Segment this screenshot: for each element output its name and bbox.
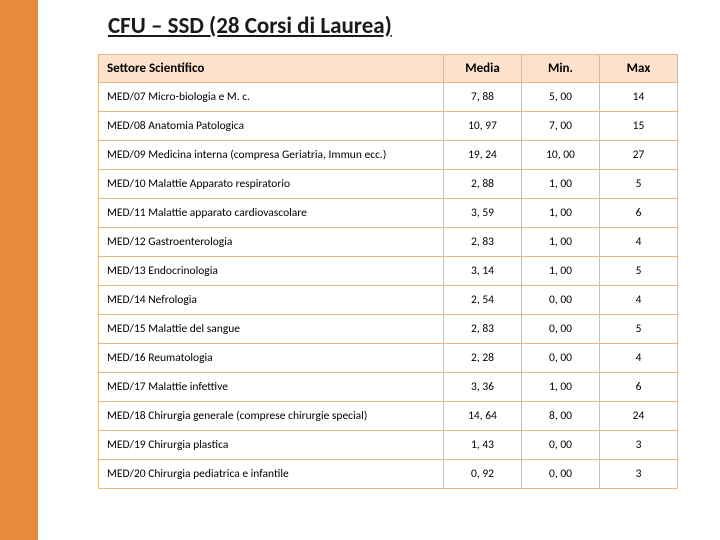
cell-max: 5 [600, 315, 678, 344]
cell-min: 1, 00 [522, 228, 600, 257]
cell-sector: MED/08 Anatomia Patologica [99, 112, 444, 141]
cell-media: 3, 14 [444, 257, 522, 286]
table-row: MED/10 Malattie Apparato respiratorio2, … [99, 170, 678, 199]
left-accent-sidebar [0, 0, 38, 540]
table-row: MED/08 Anatomia Patologica10, 977, 0015 [99, 112, 678, 141]
table-row: MED/14 Nefrologia2, 540, 004 [99, 286, 678, 315]
cell-min: 8, 00 [522, 402, 600, 431]
cell-min: 0, 00 [522, 315, 600, 344]
col-header-max: Max [600, 55, 678, 83]
table-row: MED/07 Micro-biologia e M. c.7, 885, 001… [99, 83, 678, 112]
cell-media: 0, 92 [444, 460, 522, 489]
cell-sector: MED/20 Chirurgia pediatrica e infantile [99, 460, 444, 489]
cell-min: 0, 00 [522, 286, 600, 315]
cell-min: 0, 00 [522, 431, 600, 460]
cell-max: 6 [600, 373, 678, 402]
table-header-row: Settore Scientifico Media Min. Max [99, 55, 678, 83]
cell-max: 15 [600, 112, 678, 141]
cell-max: 6 [600, 199, 678, 228]
page-title: CFU – SSD (28 Corsi di Laurea) [108, 12, 696, 40]
table-row: MED/11 Malattie apparato cardiovascolare… [99, 199, 678, 228]
cell-sector: MED/07 Micro-biologia e M. c. [99, 83, 444, 112]
slide-content: CFU – SSD (28 Corsi di Laurea) Settore S… [38, 0, 720, 501]
cell-max: 3 [600, 431, 678, 460]
table-row: MED/16 Reumatologia2, 280, 004 [99, 344, 678, 373]
cell-media: 2, 83 [444, 315, 522, 344]
cell-min: 7, 00 [522, 112, 600, 141]
cell-media: 2, 83 [444, 228, 522, 257]
cell-sector: MED/19 Chirurgia plastica [99, 431, 444, 460]
cell-max: 24 [600, 402, 678, 431]
cell-sector: MED/11 Malattie apparato cardiovascolare [99, 199, 444, 228]
cell-sector: MED/18 Chirurgia generale (comprese chir… [99, 402, 444, 431]
cell-sector: MED/15 Malattie del sangue [99, 315, 444, 344]
table-row: MED/09 Medicina interna (compresa Geriat… [99, 141, 678, 170]
cell-min: 0, 00 [522, 460, 600, 489]
table-row: MED/12 Gastroenterologia2, 831, 004 [99, 228, 678, 257]
cell-sector: MED/14 Nefrologia [99, 286, 444, 315]
cell-max: 4 [600, 344, 678, 373]
table-row: MED/13 Endocrinologia3, 141, 005 [99, 257, 678, 286]
cell-sector: MED/13 Endocrinologia [99, 257, 444, 286]
col-header-sector: Settore Scientifico [99, 55, 444, 83]
cell-sector: MED/17 Malattie infettive [99, 373, 444, 402]
cell-min: 1, 00 [522, 170, 600, 199]
cell-max: 5 [600, 257, 678, 286]
table-row: MED/17 Malattie infettive3, 361, 006 [99, 373, 678, 402]
cell-max: 14 [600, 83, 678, 112]
table-row: MED/15 Malattie del sangue2, 830, 005 [99, 315, 678, 344]
cell-max: 5 [600, 170, 678, 199]
cell-min: 5, 00 [522, 83, 600, 112]
cell-min: 1, 00 [522, 257, 600, 286]
cell-sector: MED/12 Gastroenterologia [99, 228, 444, 257]
cell-max: 4 [600, 286, 678, 315]
cell-media: 10, 97 [444, 112, 522, 141]
cell-media: 7, 88 [444, 83, 522, 112]
table-body: MED/07 Micro-biologia e M. c.7, 885, 001… [99, 83, 678, 489]
cell-sector: MED/09 Medicina interna (compresa Geriat… [99, 141, 444, 170]
cell-max: 3 [600, 460, 678, 489]
cell-min: 1, 00 [522, 373, 600, 402]
cell-max: 27 [600, 141, 678, 170]
cell-sector: MED/16 Reumatologia [99, 344, 444, 373]
cell-media: 2, 88 [444, 170, 522, 199]
cell-media: 2, 54 [444, 286, 522, 315]
cfu-ssd-table: Settore Scientifico Media Min. Max MED/0… [98, 54, 678, 489]
cell-media: 2, 28 [444, 344, 522, 373]
cell-min: 0, 00 [522, 344, 600, 373]
cell-max: 4 [600, 228, 678, 257]
cell-media: 1, 43 [444, 431, 522, 460]
table-row: MED/19 Chirurgia plastica1, 430, 003 [99, 431, 678, 460]
table-row: MED/20 Chirurgia pediatrica e infantile0… [99, 460, 678, 489]
cell-sector: MED/10 Malattie Apparato respiratorio [99, 170, 444, 199]
cell-min: 1, 00 [522, 199, 600, 228]
col-header-min: Min. [522, 55, 600, 83]
col-header-media: Media [444, 55, 522, 83]
cell-media: 3, 36 [444, 373, 522, 402]
cell-media: 14, 64 [444, 402, 522, 431]
table-row: MED/18 Chirurgia generale (comprese chir… [99, 402, 678, 431]
cell-media: 19, 24 [444, 141, 522, 170]
cell-min: 10, 00 [522, 141, 600, 170]
cell-media: 3, 59 [444, 199, 522, 228]
